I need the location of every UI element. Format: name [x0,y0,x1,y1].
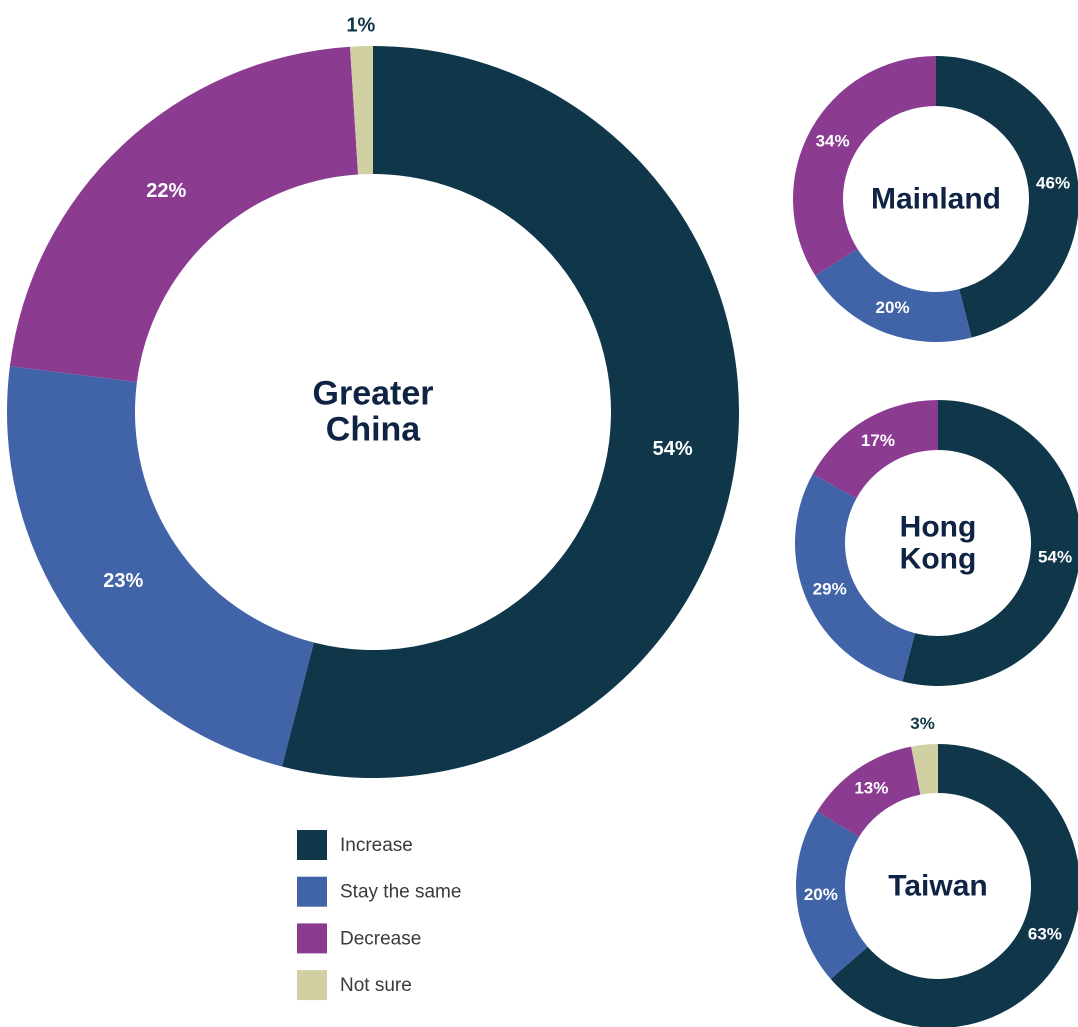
legend-swatch [297,876,327,907]
center-title: Greater China [312,374,434,448]
data-label: 29% [813,579,847,598]
data-label: 54% [653,438,693,460]
donut-slice [281,46,739,778]
data-label: 54% [1038,547,1072,566]
data-label: 20% [876,298,910,317]
donut-slice [817,746,921,837]
donut-slice [830,744,1078,1027]
legend-label: Decrease [340,928,421,949]
legend-swatch [297,970,327,1001]
donut-slice [796,811,868,979]
legend-label: Not sure [340,975,412,996]
center-title: Hong Kong [899,510,977,575]
donut-slice [9,46,359,383]
data-label: 22% [146,180,186,202]
donut-slice [7,366,314,767]
donut-slice [911,744,938,795]
legend-label: Stay the same [340,882,461,903]
data-label: 3% [910,714,935,733]
data-label: 63% [1028,924,1062,943]
legend-label: Increase [340,835,413,856]
donut-slice [793,56,936,276]
center-title: Taiwan [888,869,988,903]
data-label: 20% [804,885,838,904]
data-label: 34% [816,132,850,151]
donut-slice [902,400,1078,686]
data-label: 1% [346,14,375,36]
donut-slice [350,46,373,175]
legend-swatch [297,923,327,954]
data-label: 23% [103,570,143,592]
donut-slice [815,248,972,342]
data-label: 17% [861,431,895,450]
data-label: 46% [1036,174,1070,193]
data-label: 13% [854,779,888,798]
donut-slice [795,474,915,682]
center-title: Mainland [870,182,1001,216]
donut-slice [936,56,1078,338]
legend-swatch [297,830,327,860]
donut-slice [812,400,938,499]
